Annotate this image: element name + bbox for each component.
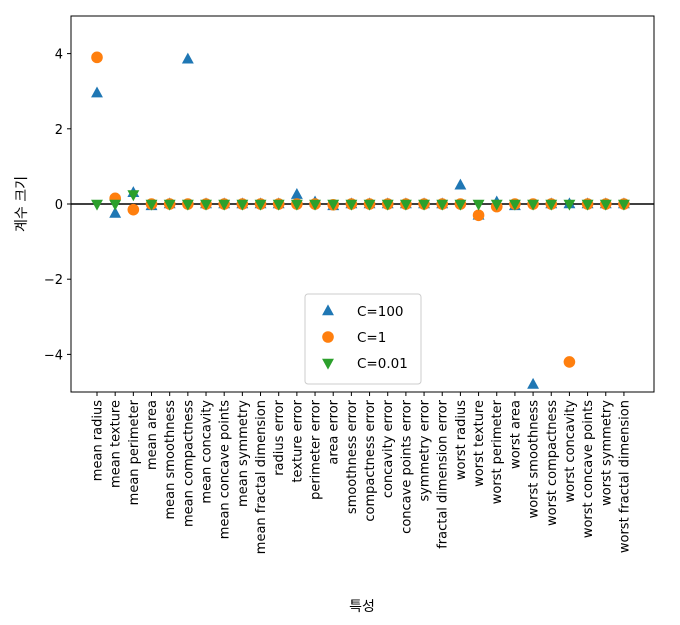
y-tick-label: −4 <box>44 348 63 363</box>
x-tick-label: mean symmetry <box>236 400 251 507</box>
point-c-1-2 <box>127 203 140 216</box>
x-tick-label: fractal dimension error <box>436 399 451 548</box>
legend: C=100 C=1 C=0.01 <box>304 293 422 385</box>
point-c-100-20 <box>454 178 467 190</box>
point-c-0-01-23 <box>508 199 521 211</box>
x-tick-label: compactness error <box>363 399 378 521</box>
point-c-0-01-26 <box>563 199 576 211</box>
legend-label: C=1 <box>357 330 386 346</box>
x-tick-label: mean texture <box>109 400 124 488</box>
x-tick-label: radius error <box>272 399 287 475</box>
point-c-0-01-13 <box>327 199 340 211</box>
legend-marker <box>322 331 334 343</box>
point-c-0-01-2 <box>127 190 140 202</box>
point-c-0-01-0 <box>91 199 103 211</box>
x-tick-label: worst perimeter <box>490 399 505 504</box>
point-c-0-01-1 <box>109 199 122 211</box>
x-tick-label: symmetry error <box>418 399 433 501</box>
point-c-0-01-24 <box>527 199 540 211</box>
point-c-100-0 <box>91 86 103 98</box>
point-c-0-01-22 <box>490 199 503 211</box>
x-tick-label: concave points error <box>399 399 414 533</box>
legend-box <box>304 293 422 385</box>
point-c-0-01-12 <box>309 199 321 211</box>
x-tick-label: mean compactness <box>181 400 196 527</box>
point-c-0-01-8 <box>236 199 249 211</box>
x-tick-label: worst texture <box>472 400 487 487</box>
x-tick-label: mean fractal dimension <box>254 400 269 554</box>
y-tick-label: 2 <box>55 123 63 138</box>
x-tick-label: perimeter error <box>309 399 324 500</box>
x-tick-label: area error <box>327 399 342 464</box>
x-tick-label: worst concavity <box>563 400 578 503</box>
x-tick-label: worst symmetry <box>599 400 614 506</box>
x-tick-label: mean perimeter <box>127 399 142 505</box>
y-tick-label: −2 <box>44 273 63 288</box>
point-c-0-01-21 <box>472 199 485 211</box>
point-c-100-24 <box>527 377 540 389</box>
point-c-0-01-19 <box>436 199 449 211</box>
point-c-1-26 <box>563 356 576 368</box>
x-tick-label: worst compactness <box>545 400 560 526</box>
point-c-1-0 <box>91 51 103 64</box>
point-c-0-01-29 <box>617 199 630 211</box>
legend-marker <box>322 358 334 370</box>
y-tick-label: 0 <box>55 198 63 213</box>
x-tick-label: concavity error <box>381 399 396 498</box>
x-tick-label: worst area <box>508 400 523 469</box>
x-axis-title: 특성 <box>349 599 375 615</box>
x-tick-label: mean concave points <box>218 400 233 539</box>
point-c-0-01-27 <box>581 199 594 211</box>
legend-label: C=0.01 <box>357 356 408 372</box>
point-c-0-01-9 <box>254 199 267 211</box>
point-c-0-01-3 <box>145 199 158 211</box>
point-c-0-01-20 <box>454 199 467 211</box>
point-c-0-01-18 <box>418 199 430 211</box>
point-c-0-01-5 <box>181 199 194 211</box>
x-tick-label: mean concavity <box>200 400 215 504</box>
x-tick-label: worst concave points <box>581 400 596 538</box>
point-c-100-1 <box>109 206 122 218</box>
point-c-0-01-6 <box>200 199 212 211</box>
legend-marker <box>322 304 334 316</box>
point-c-0-01-14 <box>345 199 358 211</box>
x-tick-label: mean radius <box>91 400 106 481</box>
x-tick-label: smoothness error <box>345 399 360 514</box>
x-tick-label: mean smoothness <box>163 400 178 520</box>
x-tick-label: worst radius <box>454 400 469 480</box>
y-axis-title: 계수 크기 <box>14 176 30 232</box>
axes: −4 −2 0 2 4 mean radius mean texture mean perim… <box>44 15 655 554</box>
point-c-0-01-4 <box>163 199 176 211</box>
point-c-1-21 <box>472 209 485 222</box>
point-c-0-01-25 <box>545 199 558 211</box>
x-tick-label: texture error <box>290 399 305 482</box>
point-c-0-01-10 <box>272 199 285 211</box>
point-c-0-01-7 <box>218 199 231 211</box>
x-tick-label: worst fractal dimension <box>617 400 632 553</box>
x-tick-label: worst smoothness <box>527 400 542 519</box>
point-c-0-01-11 <box>290 199 303 211</box>
point-c-0-01-17 <box>399 199 412 211</box>
point-c-0-01-28 <box>599 199 612 211</box>
data-markers <box>91 51 630 389</box>
point-c-100-5 <box>181 52 194 64</box>
point-c-0-01-16 <box>381 199 394 211</box>
y-tick-label: 4 <box>55 48 63 63</box>
point-c-0-01-15 <box>363 199 376 211</box>
legend-label: C=100 <box>357 304 404 320</box>
x-tick-label: mean area <box>145 400 160 470</box>
point-c-100-11 <box>290 188 303 199</box>
